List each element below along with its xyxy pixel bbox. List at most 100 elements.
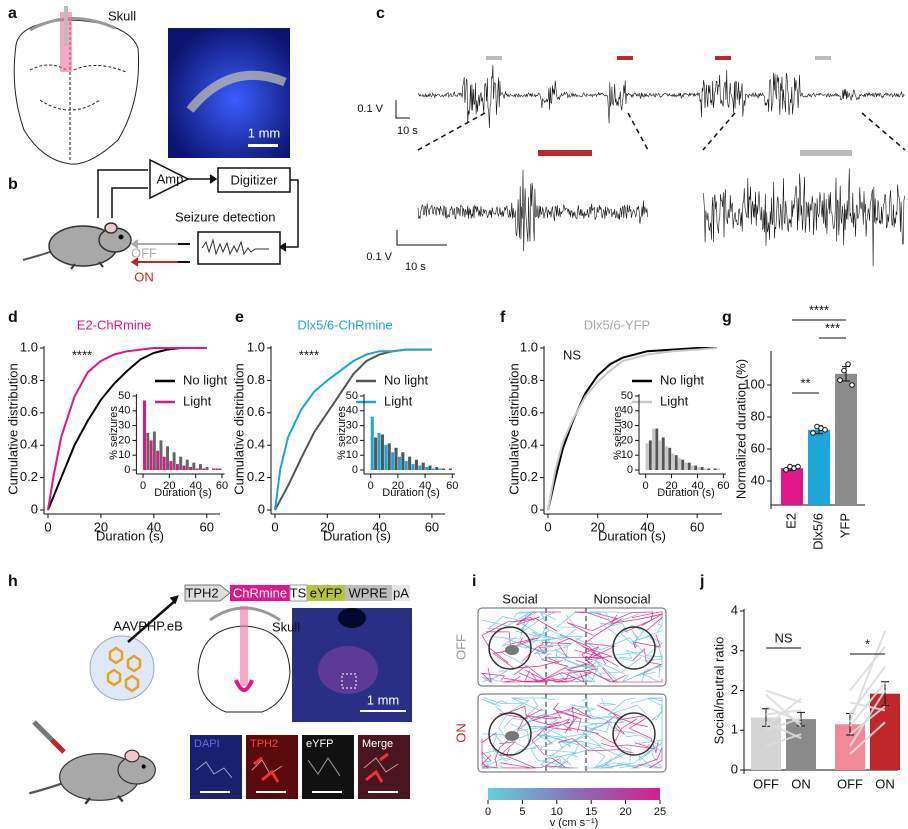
track bbox=[516, 611, 561, 626]
histogram-bar bbox=[411, 464, 415, 470]
zone-label: Nonsocial bbox=[593, 591, 650, 606]
panel-b-drawing-part bbox=[97, 169, 148, 218]
panel-c-drawing bbox=[395, 56, 906, 267]
track bbox=[649, 636, 663, 661]
subject-line bbox=[849, 666, 886, 715]
panel-h-drawing-part bbox=[106, 646, 142, 693]
construct-label: ChRmine bbox=[233, 585, 287, 600]
histogram-bar bbox=[374, 437, 378, 470]
track bbox=[558, 723, 598, 748]
panel-i-drawing-part bbox=[477, 693, 667, 773]
panel-h-drawing-part bbox=[184, 584, 231, 602]
panel-c-drawing-part bbox=[815, 56, 831, 60]
histogram-bar bbox=[668, 447, 672, 470]
x-tick-label: 0 bbox=[271, 519, 278, 534]
legend-label: No light bbox=[183, 372, 227, 387]
y-tick-label: 20 bbox=[118, 434, 130, 446]
data-point bbox=[795, 463, 801, 470]
y-tick-label: 30 bbox=[621, 420, 633, 432]
histogram-bar bbox=[421, 462, 425, 470]
y-tick-label: 0 bbox=[258, 501, 265, 516]
y-tick-label: 40 bbox=[118, 405, 130, 417]
panel-a-drawing bbox=[13, 6, 290, 165]
y-tick-label: 1.0 bbox=[20, 339, 38, 354]
subject-line bbox=[849, 681, 886, 727]
histogram-bar bbox=[401, 452, 405, 470]
track bbox=[481, 611, 531, 630]
histogram-bar bbox=[195, 468, 199, 470]
error-bar bbox=[881, 681, 889, 707]
panel-b-drawing-part bbox=[130, 239, 139, 249]
channel-label: DAPI bbox=[194, 738, 220, 750]
track bbox=[503, 698, 539, 729]
histogram-bar bbox=[143, 400, 146, 470]
subject-line bbox=[849, 689, 886, 747]
track bbox=[614, 721, 625, 735]
panel-h-drawing-part bbox=[127, 599, 177, 643]
track bbox=[657, 615, 663, 633]
x-tick-label: OFF bbox=[753, 776, 779, 791]
track bbox=[481, 754, 498, 769]
y-tick-label: 50 bbox=[118, 390, 130, 402]
track bbox=[505, 713, 559, 738]
x-tick-label: 0 bbox=[544, 519, 551, 534]
track bbox=[558, 720, 612, 747]
x-tick-label: 60 bbox=[425, 519, 439, 534]
y-axis-label: % seizures bbox=[108, 406, 120, 460]
histogram-bar bbox=[212, 468, 216, 470]
chart-title: Dlx5/6-ChRmine bbox=[297, 317, 392, 332]
track bbox=[532, 668, 592, 683]
track bbox=[567, 611, 619, 636]
histogram-bar bbox=[428, 465, 432, 470]
track bbox=[495, 705, 527, 749]
colorbar-tick-label: 0 bbox=[485, 806, 491, 818]
track bbox=[595, 660, 625, 683]
histogram-bar bbox=[674, 455, 678, 470]
cumulative-line bbox=[547, 347, 717, 511]
cumulative-line bbox=[47, 347, 207, 511]
y-tick-label: 0 bbox=[31, 501, 38, 516]
significance-label: *** bbox=[825, 320, 840, 335]
track bbox=[541, 710, 582, 733]
panel-c-drawing-part bbox=[395, 100, 447, 246]
track bbox=[516, 713, 568, 739]
track bbox=[599, 697, 616, 706]
track bbox=[481, 733, 511, 762]
track bbox=[481, 732, 497, 754]
y-tick-label: 30 bbox=[118, 420, 130, 432]
panel-h-drawing-part bbox=[28, 749, 157, 805]
y-tick-label: 0 bbox=[731, 761, 738, 776]
panel-a-drawing-part bbox=[13, 19, 140, 165]
track bbox=[605, 752, 635, 769]
x-axis-label: Duration (s) bbox=[323, 528, 391, 543]
track bbox=[501, 754, 536, 769]
panel-c-drawing-part bbox=[800, 150, 852, 156]
cup bbox=[488, 626, 532, 670]
panel-b-drawing bbox=[22, 158, 299, 270]
data-point bbox=[845, 361, 851, 368]
y-axis-label: Social/neutral ratio bbox=[711, 637, 726, 745]
track bbox=[609, 611, 654, 633]
colorbar-tick-label: 10 bbox=[551, 806, 563, 818]
panel-b-drawing-part bbox=[22, 222, 132, 270]
track bbox=[481, 751, 492, 769]
track bbox=[600, 742, 655, 750]
panel-b-drawing-part bbox=[217, 167, 291, 193]
histogram-bar bbox=[159, 440, 163, 470]
track bbox=[597, 704, 623, 725]
panel-label: b bbox=[8, 176, 18, 193]
y-tick-label: 0.6 bbox=[520, 404, 538, 419]
on-label: ON bbox=[134, 269, 154, 284]
panel-i-drawing-part bbox=[488, 788, 660, 800]
track bbox=[574, 611, 610, 621]
track bbox=[510, 723, 562, 747]
x-tick-label: 0 bbox=[643, 480, 649, 492]
histogram-bar bbox=[377, 433, 381, 470]
off-label: OFF bbox=[131, 245, 157, 260]
track bbox=[480, 667, 506, 684]
histogram-bar bbox=[198, 464, 202, 470]
cup bbox=[488, 712, 532, 756]
panel-h-drawing-part bbox=[195, 757, 399, 779]
y-axis-label: % seizures bbox=[336, 406, 348, 460]
histogram-bar bbox=[713, 468, 717, 470]
